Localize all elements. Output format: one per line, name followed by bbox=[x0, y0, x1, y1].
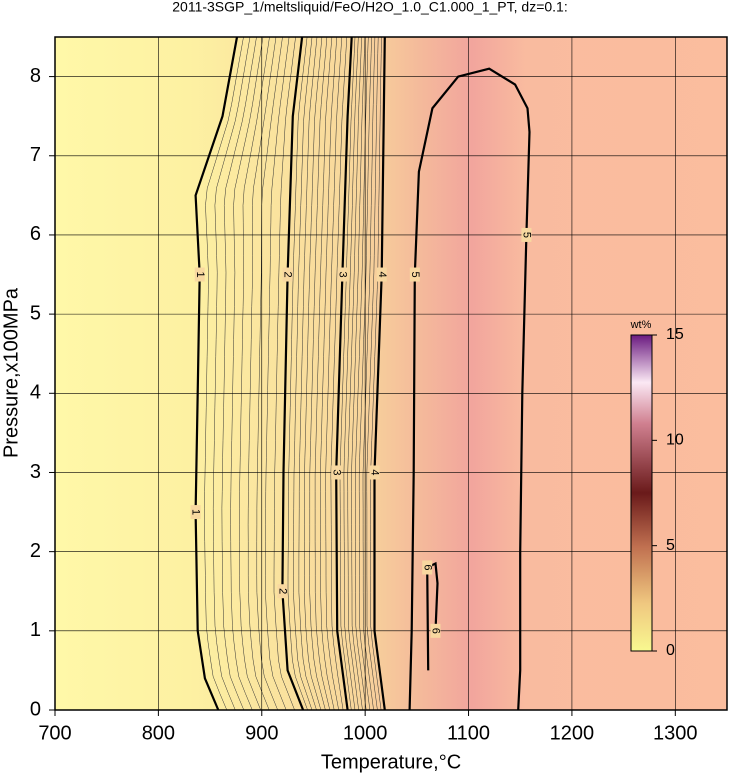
colorbar-tick-label: 5 bbox=[666, 537, 675, 554]
y-tick-label: 2 bbox=[30, 540, 41, 562]
minor-contour bbox=[330, 36, 348, 711]
contour-label: 4 bbox=[369, 469, 381, 475]
y-tick-label: 4 bbox=[30, 382, 41, 404]
grid bbox=[54, 37, 727, 711]
y-tick-label: 0 bbox=[30, 698, 41, 720]
contour-label-bg bbox=[337, 267, 348, 282]
minor-contour bbox=[256, 36, 283, 711]
x-tick-label: 1000 bbox=[343, 722, 388, 744]
plot-background bbox=[55, 37, 727, 710]
minor-contour bbox=[314, 36, 333, 711]
contour-label: 5 bbox=[521, 232, 533, 238]
contour-label-bg bbox=[369, 465, 380, 480]
contour-label: 4 bbox=[376, 271, 388, 277]
minor-contour bbox=[309, 36, 328, 711]
contour-line bbox=[408, 67, 531, 711]
contour-line bbox=[281, 36, 305, 711]
contour-label-bg bbox=[422, 560, 433, 575]
contour-label-bg bbox=[194, 267, 205, 282]
contour-label: 3 bbox=[337, 271, 349, 277]
contour-label: 1 bbox=[194, 271, 206, 277]
minor-contour bbox=[273, 36, 296, 711]
contour-line bbox=[194, 36, 239, 711]
y-tick-label: 7 bbox=[30, 144, 41, 166]
x-tick-label: 1300 bbox=[653, 722, 698, 744]
contour-label-bg bbox=[430, 623, 441, 638]
plot-frame bbox=[54, 36, 728, 711]
minor-contour bbox=[362, 36, 376, 711]
colorbar bbox=[630, 334, 653, 652]
contour-label-bg bbox=[282, 267, 293, 282]
minor-contour bbox=[221, 36, 257, 711]
contour-label-bg bbox=[190, 505, 201, 520]
contour-label-bg bbox=[277, 584, 288, 599]
y-tick-label: 5 bbox=[30, 302, 41, 324]
minor-contour bbox=[287, 36, 308, 711]
contour-label: 1 bbox=[190, 509, 202, 515]
minor-contour bbox=[347, 36, 362, 711]
y-tick-label: 1 bbox=[30, 619, 41, 641]
minor-contour bbox=[358, 36, 372, 711]
contour-label: 2 bbox=[282, 271, 294, 277]
contours: 1 1 2 2 3 3 4 4 5 5 6 6 bbox=[190, 36, 533, 711]
minor-contour bbox=[239, 36, 270, 711]
minor-contour bbox=[293, 36, 313, 711]
colorbar-tick-label: 10 bbox=[666, 432, 684, 449]
y-tick-label: 3 bbox=[30, 461, 41, 483]
minor-contour bbox=[370, 36, 382, 711]
colorbar-tick-label: 0 bbox=[666, 642, 675, 659]
x-tick-label: 900 bbox=[245, 722, 278, 744]
contour-label-bg bbox=[521, 227, 532, 242]
minor-contour bbox=[325, 36, 343, 711]
minor-contour bbox=[265, 36, 290, 711]
minor-contour bbox=[204, 36, 244, 711]
minor-contour bbox=[343, 36, 359, 711]
minor-contour bbox=[230, 36, 264, 711]
y-axis-label: Pressure,x100MPa bbox=[0, 287, 22, 458]
x-axis-label: Temperature,°C bbox=[321, 751, 461, 773]
minor-contour bbox=[298, 36, 318, 711]
minor-contour bbox=[320, 36, 338, 711]
contour-label-bg bbox=[409, 267, 420, 282]
contour-label: 2 bbox=[277, 588, 289, 594]
x-tick-label: 1100 bbox=[447, 722, 490, 744]
contour-label: 6 bbox=[421, 564, 433, 570]
contour-line bbox=[426, 561, 439, 671]
colorbar-tick-label: 15 bbox=[666, 326, 684, 343]
minor-contour bbox=[247, 36, 277, 711]
minor-contour bbox=[212, 36, 251, 711]
minor-contour bbox=[339, 36, 356, 711]
contour-label: 3 bbox=[330, 469, 342, 475]
contour-label: 6 bbox=[430, 628, 442, 634]
contour-label-bg bbox=[331, 465, 342, 480]
contour-label-bg bbox=[376, 267, 387, 282]
colorbar-label: wt% bbox=[630, 319, 652, 331]
y-tick-label: 8 bbox=[30, 65, 41, 87]
minor-contour bbox=[304, 36, 323, 711]
x-tick-label: 700 bbox=[38, 722, 71, 744]
x-tick-label: 1200 bbox=[550, 722, 595, 744]
x-tick-label: 800 bbox=[142, 722, 175, 744]
contour-label: 5 bbox=[409, 271, 421, 277]
y-tick-label: 6 bbox=[30, 223, 41, 245]
contour-line bbox=[335, 36, 353, 711]
minor-contour bbox=[351, 36, 366, 711]
minor-contour bbox=[366, 36, 379, 711]
chart-title: 2011-3SGP_1/meltsliquid/FeO/H2O_1.0_C1.0… bbox=[172, 0, 567, 15]
